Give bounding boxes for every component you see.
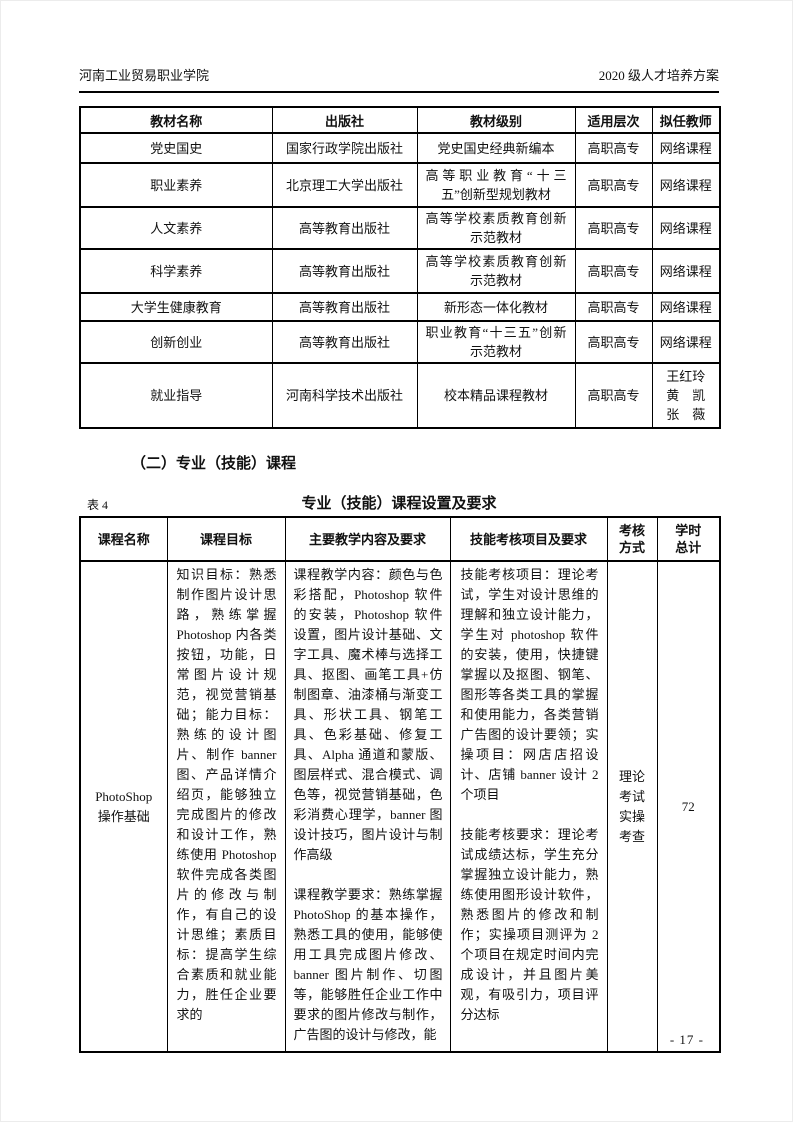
table-cell: 高等职业教育“十三五”创新型规划教材 — [416, 162, 576, 208]
table-cell: 高等教育出版社 — [271, 292, 418, 322]
table-cell: 党史国史经典新编本 — [416, 132, 576, 164]
table-cell: 高职高专 — [574, 320, 653, 364]
table-row: 大学生健康教育 高等教育出版社 新形态一体化教材 高职高专 网络课程 — [79, 292, 721, 322]
cell-assessment: 技能考核项目：理论考试，学生对设计思维的理解和独立设计能力，学生对 photos… — [449, 560, 608, 1053]
teaching-content-paragraph: 课程教学内容：颜色与色彩搭配，Photoshop 软件的安装，Photoshop… — [293, 567, 443, 862]
table-cell: 职业教育“十三五”创新示范教材 — [416, 320, 576, 364]
table-cell: 人文素养 — [79, 206, 273, 250]
table-cell: 网络课程 — [651, 292, 721, 322]
table-cell: 国家行政学院出版社 — [271, 132, 418, 164]
table-cell: 高职高专 — [574, 362, 653, 429]
column-header-hours: 学时 总计 — [656, 516, 721, 562]
table-header-row: 教材名称 出版社 教材级别 适用层次 拟任教师 — [79, 106, 721, 134]
teaching-requirement-paragraph: 课程教学要求：熟练掌握 PhotoShop 的基本操作，熟悉工具的使用，能够使用… — [293, 887, 443, 1042]
table-row: 就业指导 河南科学技术出版社 校本精品课程教材 高职高专 王红玲 黄 凯 张 薇 — [79, 362, 721, 429]
table-cell: 高职高专 — [574, 248, 653, 294]
column-header-method: 考核 方式 — [606, 516, 658, 562]
header-program-name: 2020 级人才培养方案 — [598, 68, 719, 83]
table-header-row: 课程名称 课程目标 主要教学内容及要求 技能考核项目及要求 考核 方式 学时 总… — [79, 516, 721, 562]
table-cell: 就业指导 — [79, 362, 273, 429]
column-header-applicable: 适用层次 — [574, 106, 653, 134]
page-number: - 17 - — [669, 1032, 704, 1047]
section-heading: （二）专业（技能）课程 — [131, 456, 297, 472]
table-cell: 新形态一体化教材 — [416, 292, 576, 322]
table-cell: 校本精品课程教材 — [416, 362, 576, 429]
table-row: 创新创业 高等教育出版社 职业教育“十三五”创新示范教材 高职高专 网络课程 — [79, 320, 721, 364]
textbook-table: 教材名称 出版社 教材级别 适用层次 拟任教师 党史国史 国家行政学院出版社 党… — [79, 106, 721, 429]
table-cell: 网络课程 — [651, 132, 721, 164]
table-cell: 河南科学技术出版社 — [271, 362, 418, 429]
table-cell: 职业素养 — [79, 162, 273, 208]
table-cell: 高等教育出版社 — [271, 206, 418, 250]
table-cell-teachers: 王红玲 黄 凯 张 薇 — [651, 362, 721, 429]
column-header-assessment: 技能考核项目及要求 — [449, 516, 608, 562]
table-cell: 创新创业 — [79, 320, 273, 364]
table-cell: 高等学校素质教育创新示范教材 — [416, 248, 576, 294]
table-cell: 高职高专 — [574, 132, 653, 164]
skill-course-table: 课程名称 课程目标 主要教学内容及要求 技能考核项目及要求 考核 方式 学时 总… — [79, 516, 721, 1053]
column-header-objectives: 课程目标 — [166, 516, 286, 562]
table-row: 职业素养 北京理工大学出版社 高等职业教育“十三五”创新型规划教材 高职高专 网… — [79, 162, 721, 208]
table-cell: 科学素养 — [79, 248, 273, 294]
table-caption-row: 表 4 专业（技能）课程设置及要求 — [79, 492, 719, 513]
cell-course-name: PhotoShop 操作基础 — [79, 560, 168, 1053]
cell-teaching: 课程教学内容：颜色与色彩搭配，Photoshop 软件的安装，Photoshop… — [284, 560, 451, 1053]
column-header-teacher: 拟任教师 — [651, 106, 721, 134]
running-header: 河南工业贸易职业学院 2020 级人才培养方案 — [79, 65, 719, 93]
assessment-requirement-paragraph: 技能考核要求：理论考试成绩达标，学生充分掌握独立设计能力，熟练使用图形设计软件，… — [460, 827, 599, 1022]
column-header-course-name: 课程名称 — [79, 516, 168, 562]
table-cell: 北京理工大学出版社 — [271, 162, 418, 208]
table-row: PhotoShop 操作基础 知识目标：熟悉制作图片设计思路，熟练掌握 Phot… — [79, 560, 721, 1053]
table-cell: 高职高专 — [574, 162, 653, 208]
cell-total-hours: 72 — [656, 560, 721, 1053]
table-cell: 高等学校素质教育创新示范教材 — [416, 206, 576, 250]
column-header-textbook-name: 教材名称 — [79, 106, 273, 134]
assessment-items-paragraph: 技能考核项目：理论考试，学生对设计思维的理解和独立设计能力，学生对 photos… — [460, 567, 599, 802]
column-header-level: 教材级别 — [416, 106, 576, 134]
table-label: 表 4 — [87, 498, 109, 512]
header-school-name: 河南工业贸易职业学院 — [79, 68, 210, 83]
column-header-teaching-content: 主要教学内容及要求 — [284, 516, 451, 562]
cell-method: 理论 考试 实操 考查 — [606, 560, 658, 1053]
table-cell: 高等教育出版社 — [271, 320, 418, 364]
table-row: 党史国史 国家行政学院出版社 党史国史经典新编本 高职高专 网络课程 — [79, 132, 721, 164]
page-content: 河南工业贸易职业学院 2020 级人才培养方案 教材名称 出版社 教材级别 适用… — [79, 1, 721, 1053]
table-cell: 网络课程 — [651, 248, 721, 294]
table-cell: 网络课程 — [651, 162, 721, 208]
table-cell: 党史国史 — [79, 132, 273, 164]
table-row: 人文素养 高等教育出版社 高等学校素质教育创新示范教材 高职高专 网络课程 — [79, 206, 721, 250]
column-header-publisher: 出版社 — [271, 106, 418, 134]
table-cell: 网络课程 — [651, 320, 721, 364]
table-row: 科学素养 高等教育出版社 高等学校素质教育创新示范教材 高职高专 网络课程 — [79, 248, 721, 294]
table-title: 专业（技能）课程设置及要求 — [301, 496, 497, 512]
table-cell: 高职高专 — [574, 292, 653, 322]
table-cell: 高等教育出版社 — [271, 248, 418, 294]
table-cell: 大学生健康教育 — [79, 292, 273, 322]
table-cell: 网络课程 — [651, 206, 721, 250]
cell-objectives: 知识目标：熟悉制作图片设计思路，熟练掌握 Photoshop 内各类按钮，功能，… — [166, 560, 286, 1053]
table-cell: 高职高专 — [574, 206, 653, 250]
